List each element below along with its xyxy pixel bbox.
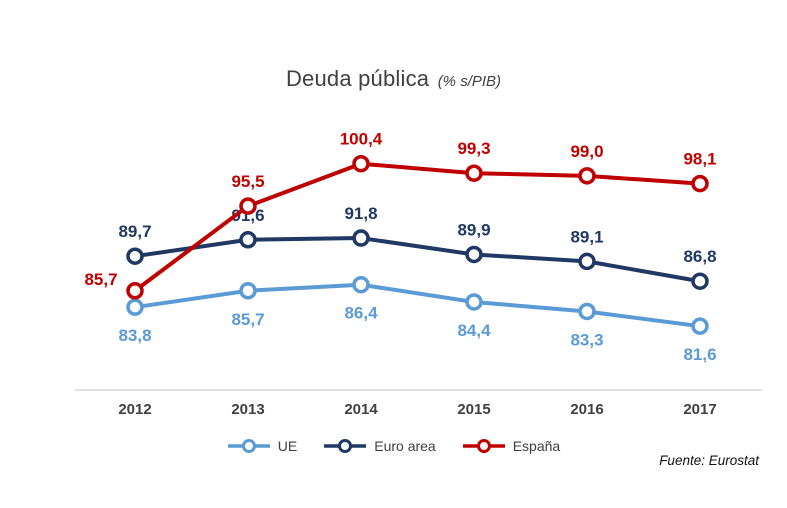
data-point-label-espana: 99,3 <box>457 139 490 158</box>
chart-title-text: Deuda pública <box>285 66 430 91</box>
x-tick-label: 2013 <box>231 401 264 418</box>
data-point-marker-espana <box>691 174 709 193</box>
x-tick-label: 2012 <box>118 401 151 418</box>
data-point-label-euro-area: 86,8 <box>683 247 716 266</box>
data-point-label-euro-area: 89,9 <box>457 220 490 239</box>
legend-item-ue: UE <box>227 438 297 454</box>
legend-label-ue: UE <box>277 438 298 454</box>
data-point-marker-ue <box>465 293 483 311</box>
x-tick-label: 2016 <box>570 401 603 418</box>
chart-subtitle-text: (% s/PIB) <box>437 73 502 90</box>
data-point-label-ue: 83,3 <box>570 330 603 349</box>
legend-label-euro-area: Euro area <box>374 438 436 454</box>
data-point-marker-euro-area <box>465 245 483 264</box>
legend-item-euro-area: Euro area <box>323 438 436 454</box>
data-point-marker-ue <box>578 302 596 321</box>
data-point-marker-espana <box>578 167 596 185</box>
data-point-marker-espana <box>239 197 257 215</box>
series-line-euro-area <box>134 236 701 284</box>
data-point-label-ue: 85,7 <box>231 310 264 329</box>
data-point-label-espana: 95,5 <box>231 172 264 191</box>
data-point-marker-euro-area <box>578 252 596 271</box>
data-point-marker-espana <box>126 282 144 300</box>
data-point-marker-ue <box>126 298 144 316</box>
data-point-marker-ue <box>239 282 257 300</box>
source-note: Fuente: Eurostat <box>659 453 759 468</box>
series-line-espana <box>133 161 701 293</box>
x-tick-label: 2015 <box>457 401 490 418</box>
data-point-marker-euro-area <box>126 247 144 265</box>
data-point-label-ue: 84,4 <box>457 321 491 340</box>
data-point-marker-ue <box>691 317 709 335</box>
x-tick-label: 2017 <box>683 401 716 418</box>
data-point-marker-euro-area <box>352 229 370 247</box>
data-point-label-euro-area: 89,1 <box>570 227 603 246</box>
data-point-label-ue: 81,6 <box>683 345 716 364</box>
data-point-label-euro-area: 89,7 <box>118 222 151 241</box>
x-tick-label: 2014 <box>344 401 378 418</box>
data-point-marker-espana <box>352 154 370 173</box>
data-point-label-espana: 99,0 <box>570 142 603 161</box>
data-point-marker-euro-area <box>239 231 257 249</box>
legend-marker-euro-area <box>324 439 367 453</box>
legend-item-espana: España <box>462 438 560 454</box>
data-point-label-espana: 85,7 <box>84 270 117 289</box>
legend-marker-espana <box>462 439 505 453</box>
data-point-label-ue: 86,4 <box>344 304 378 323</box>
data-point-marker-espana <box>465 164 483 182</box>
data-point-label-euro-area: 91,8 <box>344 204 377 223</box>
series-line-ue <box>134 282 701 329</box>
data-point-label-espana: 100,4 <box>340 130 383 149</box>
legend-label-espana: España <box>512 438 561 454</box>
data-point-label-espana: 98,1 <box>683 150 716 169</box>
data-point-label-ue: 83,8 <box>118 326 151 345</box>
legend: UE Euro area España <box>0 438 787 454</box>
data-point-marker-euro-area <box>691 272 709 290</box>
chart-title: Deuda pública (% s/PIB) <box>0 66 787 92</box>
data-point-marker-ue <box>352 275 370 294</box>
legend-marker-ue <box>227 439 270 453</box>
